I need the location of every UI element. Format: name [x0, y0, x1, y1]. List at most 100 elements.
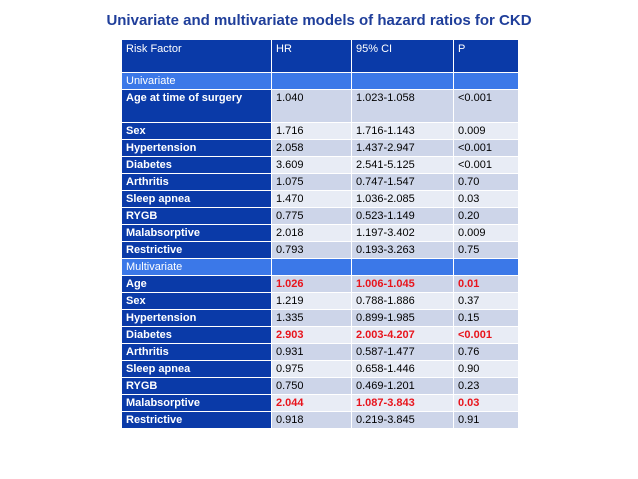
- section-label-multivariate: Multivariate: [122, 259, 271, 275]
- table-row: Age at time of surgery 1.040 1.023-1.058…: [122, 90, 518, 122]
- table-row: Age 1.026 1.006-1.045 0.01: [122, 276, 518, 292]
- hr-cell: 2.903: [272, 327, 351, 343]
- hr-cell: 1.219: [272, 293, 351, 309]
- ci-cell: 0.193-3.263: [352, 242, 453, 258]
- table-header-row: Risk Factor HR 95% CI P: [122, 40, 518, 72]
- hr-cell: 0.975: [272, 361, 351, 377]
- section-row-univariate: Univariate: [122, 73, 518, 89]
- p-cell: <0.001: [454, 140, 518, 156]
- ci-cell: 1.437-2.947: [352, 140, 453, 156]
- risk-factor-cell: Arthritis: [122, 174, 271, 190]
- risk-factor-cell: Diabetes: [122, 157, 271, 173]
- p-cell: 0.01: [454, 276, 518, 292]
- ci-cell: 2.003-4.207: [352, 327, 453, 343]
- header-ci: 95% CI: [352, 40, 453, 72]
- header-hr: HR: [272, 40, 351, 72]
- risk-factor-cell: Arthritis: [122, 344, 271, 360]
- hr-cell: 2.044: [272, 395, 351, 411]
- table-row: Hypertension 1.335 0.899-1.985 0.15: [122, 310, 518, 326]
- hr-cell: 1.716: [272, 123, 351, 139]
- risk-factor-cell: Restrictive: [122, 412, 271, 428]
- p-cell: <0.001: [454, 90, 518, 122]
- p-cell: 0.37: [454, 293, 518, 309]
- ci-cell: 0.523-1.149: [352, 208, 453, 224]
- table-row: Sex 1.219 0.788-1.886 0.37: [122, 293, 518, 309]
- hr-cell: 0.750: [272, 378, 351, 394]
- ci-cell: 0.469-1.201: [352, 378, 453, 394]
- hr-cell: 0.775: [272, 208, 351, 224]
- p-cell: 0.23: [454, 378, 518, 394]
- ci-cell: 0.788-1.886: [352, 293, 453, 309]
- p-cell: 0.75: [454, 242, 518, 258]
- p-cell: 0.91: [454, 412, 518, 428]
- table-row: Hypertension 2.058 1.437-2.947 <0.001: [122, 140, 518, 156]
- ci-cell: 2.541-5.125: [352, 157, 453, 173]
- hr-cell: 2.018: [272, 225, 351, 241]
- risk-factor-cell: Malabsorptive: [122, 395, 271, 411]
- risk-factor-cell: Restrictive: [122, 242, 271, 258]
- risk-factor-cell: Malabsorptive: [122, 225, 271, 241]
- table-row: Arthritis 1.075 0.747-1.547 0.70: [122, 174, 518, 190]
- risk-factor-cell: RYGB: [122, 378, 271, 394]
- table-row: Malabsorptive 2.018 1.197-3.402 0.009: [122, 225, 518, 241]
- p-cell: 0.15: [454, 310, 518, 326]
- risk-factor-cell: Sleep apnea: [122, 361, 271, 377]
- table-row: Arthritis 0.931 0.587-1.477 0.76: [122, 344, 518, 360]
- p-cell: 0.03: [454, 395, 518, 411]
- risk-factor-cell: Age at time of surgery: [122, 90, 271, 122]
- table-row: RYGB 0.775 0.523-1.149 0.20: [122, 208, 518, 224]
- ci-cell: 1.023-1.058: [352, 90, 453, 122]
- section-row-multivariate: Multivariate: [122, 259, 518, 275]
- p-cell: 0.009: [454, 225, 518, 241]
- p-cell: 0.90: [454, 361, 518, 377]
- p-cell: 0.70: [454, 174, 518, 190]
- hr-cell: 3.609: [272, 157, 351, 173]
- table-row: Restrictive 0.793 0.193-3.263 0.75: [122, 242, 518, 258]
- ci-cell: 1.197-3.402: [352, 225, 453, 241]
- ci-cell: 0.658-1.446: [352, 361, 453, 377]
- hr-cell: 0.931: [272, 344, 351, 360]
- risk-factor-cell: RYGB: [122, 208, 271, 224]
- risk-factor-cell: Diabetes: [122, 327, 271, 343]
- p-cell: <0.001: [454, 327, 518, 343]
- table-row: Sleep apnea 1.470 1.036-2.085 0.03: [122, 191, 518, 207]
- table-row: Diabetes 3.609 2.541-5.125 <0.001: [122, 157, 518, 173]
- ci-cell: 0.219-3.845: [352, 412, 453, 428]
- hr-cell: 1.470: [272, 191, 351, 207]
- header-risk-factor: Risk Factor: [122, 40, 271, 72]
- table-row: RYGB 0.750 0.469-1.201 0.23: [122, 378, 518, 394]
- hr-cell: 0.793: [272, 242, 351, 258]
- p-cell: 0.03: [454, 191, 518, 207]
- ci-cell: 1.006-1.045: [352, 276, 453, 292]
- p-cell: 0.009: [454, 123, 518, 139]
- risk-factor-cell: Hypertension: [122, 310, 271, 326]
- risk-factor-cell: Hypertension: [122, 140, 271, 156]
- p-cell: 0.20: [454, 208, 518, 224]
- hr-cell: 2.058: [272, 140, 351, 156]
- hr-cell: 1.335: [272, 310, 351, 326]
- ci-cell: 1.716-1.143: [352, 123, 453, 139]
- ci-cell: 0.747-1.547: [352, 174, 453, 190]
- table-row: Diabetes 2.903 2.003-4.207 <0.001: [122, 327, 518, 343]
- risk-factor-cell: Sex: [122, 123, 271, 139]
- section-label-univariate: Univariate: [122, 73, 271, 89]
- page-title: Univariate and multivariate models of ha…: [106, 12, 532, 29]
- table-row: Sex 1.716 1.716-1.143 0.009: [122, 123, 518, 139]
- p-cell: 0.76: [454, 344, 518, 360]
- risk-factor-cell: Age: [122, 276, 271, 292]
- p-cell: <0.001: [454, 157, 518, 173]
- ci-cell: 0.587-1.477: [352, 344, 453, 360]
- ci-cell: 0.899-1.985: [352, 310, 453, 326]
- risk-factor-cell: Sleep apnea: [122, 191, 271, 207]
- hr-cell: 1.075: [272, 174, 351, 190]
- table-row: Restrictive 0.918 0.219-3.845 0.91: [122, 412, 518, 428]
- header-p: P: [454, 40, 518, 72]
- ci-cell: 1.036-2.085: [352, 191, 453, 207]
- risk-factor-cell: Sex: [122, 293, 271, 309]
- hr-cell: 0.918: [272, 412, 351, 428]
- table-row: Sleep apnea 0.975 0.658-1.446 0.90: [122, 361, 518, 377]
- hazard-ratio-table: Risk Factor HR 95% CI P Univariate Age a…: [121, 39, 519, 429]
- table-row: Malabsorptive 2.044 1.087-3.843 0.03: [122, 395, 518, 411]
- hr-cell: 1.040: [272, 90, 351, 122]
- ci-cell: 1.087-3.843: [352, 395, 453, 411]
